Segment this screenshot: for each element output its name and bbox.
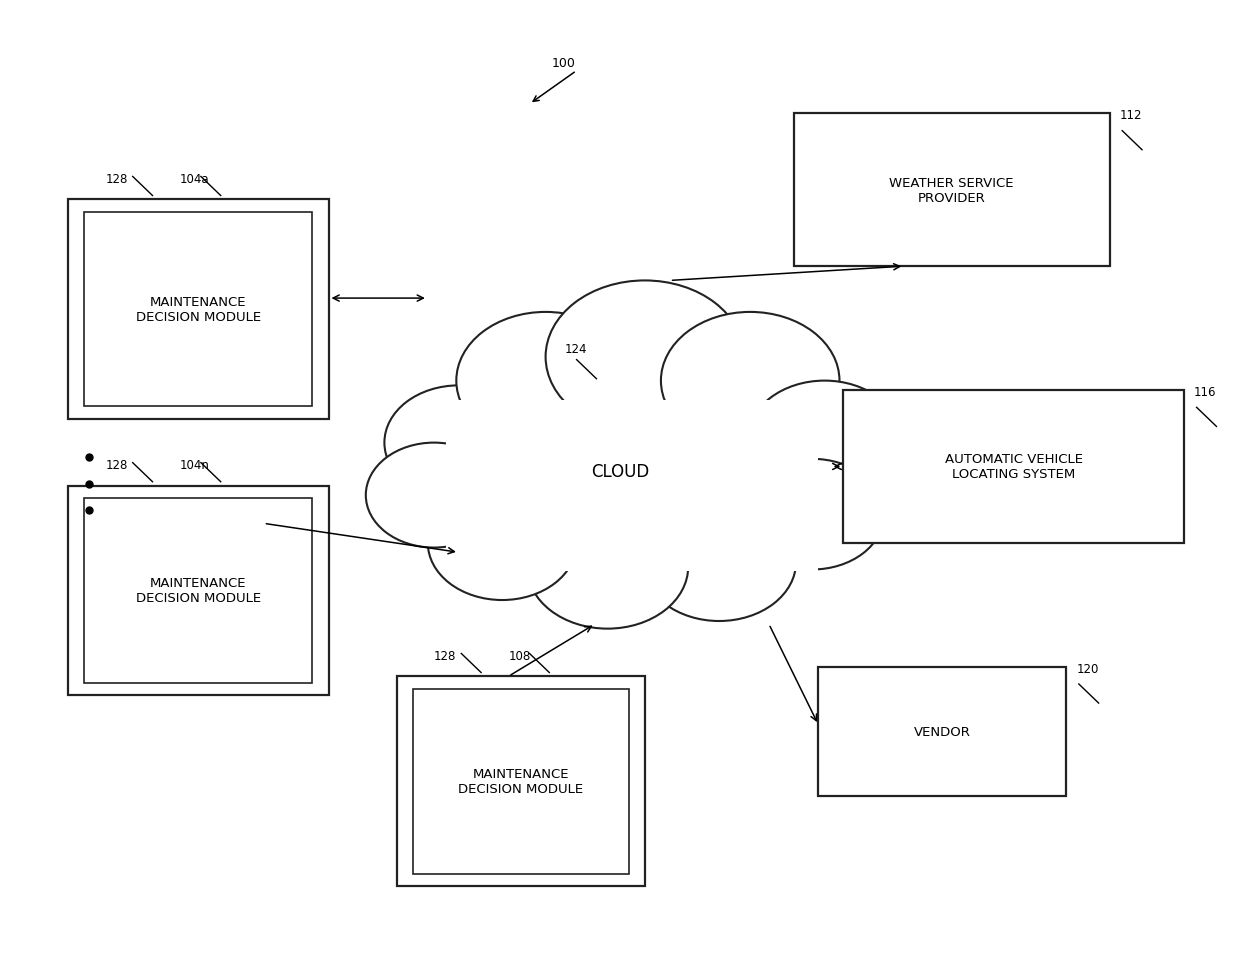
- Circle shape: [428, 486, 577, 600]
- Circle shape: [546, 281, 744, 434]
- Text: 124: 124: [564, 343, 587, 355]
- Text: 100: 100: [552, 57, 575, 70]
- Text: 104a: 104a: [180, 173, 210, 186]
- Text: MAINTENANCE
DECISION MODULE: MAINTENANCE DECISION MODULE: [459, 767, 583, 796]
- FancyBboxPatch shape: [818, 667, 1066, 796]
- Text: MAINTENANCE
DECISION MODULE: MAINTENANCE DECISION MODULE: [136, 577, 260, 605]
- FancyBboxPatch shape: [413, 689, 629, 874]
- Text: AUTOMATIC VEHICLE
LOCATING SYSTEM: AUTOMATIC VEHICLE LOCATING SYSTEM: [945, 453, 1083, 481]
- Text: MAINTENANCE
DECISION MODULE: MAINTENANCE DECISION MODULE: [136, 295, 260, 324]
- Text: 116: 116: [1194, 386, 1216, 398]
- Circle shape: [384, 386, 533, 500]
- Text: 128: 128: [434, 650, 456, 662]
- FancyBboxPatch shape: [843, 391, 1184, 543]
- Text: 128: 128: [105, 459, 128, 472]
- Text: 128: 128: [105, 173, 128, 186]
- FancyBboxPatch shape: [68, 486, 329, 696]
- Text: WEATHER SERVICE
PROVIDER: WEATHER SERVICE PROVIDER: [889, 176, 1014, 205]
- FancyBboxPatch shape: [446, 400, 818, 572]
- FancyBboxPatch shape: [68, 200, 329, 419]
- Circle shape: [366, 443, 502, 548]
- FancyBboxPatch shape: [397, 677, 645, 886]
- Circle shape: [502, 395, 738, 577]
- Text: CLOUD: CLOUD: [591, 463, 649, 480]
- Circle shape: [661, 313, 839, 450]
- Circle shape: [527, 505, 688, 629]
- Circle shape: [642, 503, 796, 621]
- FancyBboxPatch shape: [84, 498, 312, 683]
- FancyBboxPatch shape: [794, 114, 1110, 267]
- Circle shape: [748, 381, 901, 499]
- Text: 112: 112: [1120, 110, 1142, 122]
- Circle shape: [740, 459, 884, 570]
- Text: 120: 120: [1076, 662, 1099, 675]
- Text: 104n: 104n: [180, 459, 210, 472]
- Text: 108: 108: [508, 650, 531, 662]
- Text: VENDOR: VENDOR: [914, 725, 971, 738]
- FancyBboxPatch shape: [84, 213, 312, 407]
- Circle shape: [456, 313, 635, 450]
